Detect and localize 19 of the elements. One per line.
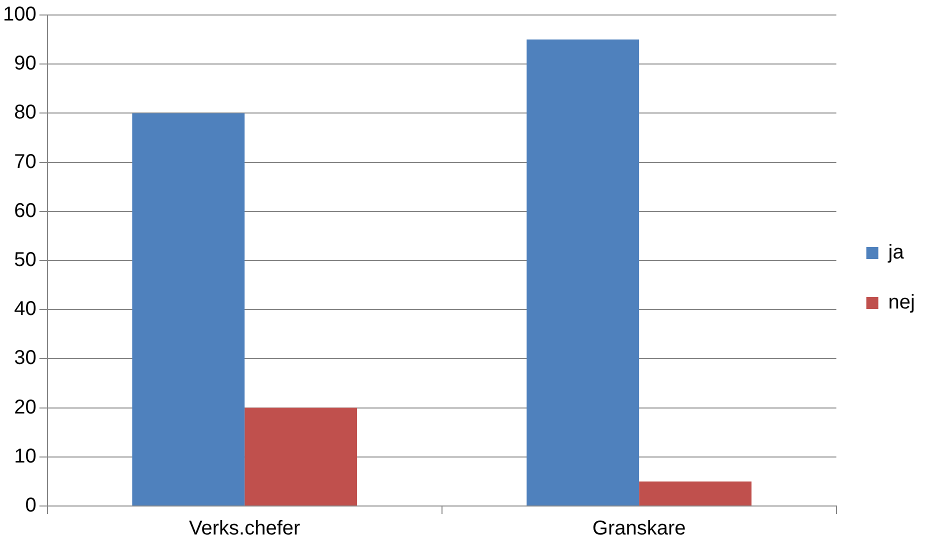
legend-label: nej [888, 292, 916, 314]
bar [639, 481, 752, 506]
y-tick-label: 90 [14, 52, 36, 75]
bar [526, 40, 640, 506]
y-tick-label: 100 [2, 4, 36, 26]
x-tick-label: Granskare [592, 518, 686, 540]
y-tick-label: 20 [14, 396, 36, 418]
y-tick-label: 10 [14, 445, 36, 468]
y-tick-label: 70 [14, 150, 36, 173]
bar [244, 408, 358, 506]
y-tick-label: 50 [14, 249, 36, 272]
y-tick-label: 30 [14, 347, 36, 370]
x-tick-label: Verks.chefer [189, 518, 301, 540]
legend-label: ja [887, 242, 905, 264]
y-tick-label: 80 [14, 102, 36, 124]
y-tick-label: 40 [14, 298, 36, 320]
bar [132, 113, 245, 506]
y-tick-label: 0 [25, 494, 36, 517]
y-tick-label: 60 [14, 200, 36, 222]
